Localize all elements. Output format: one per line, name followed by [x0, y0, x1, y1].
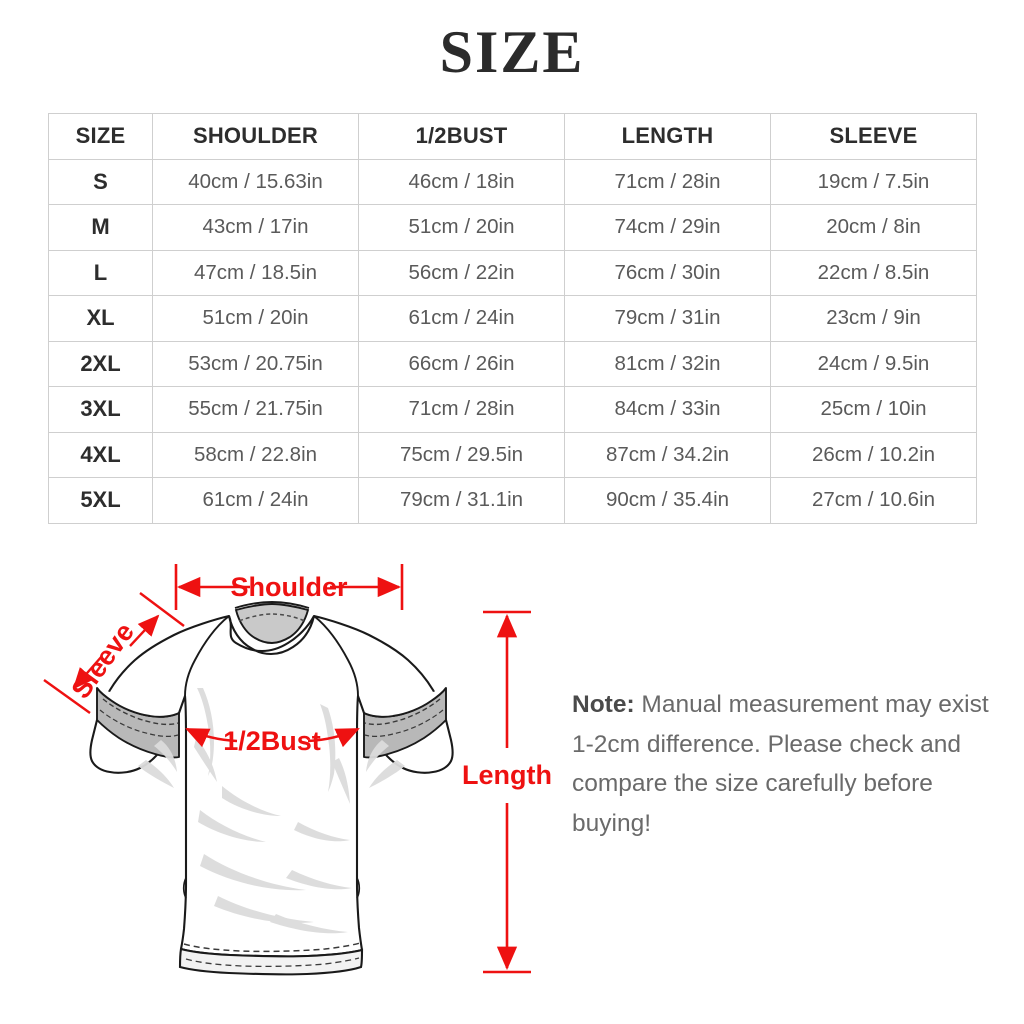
cell-bust: 79cm / 31.1in [358, 477, 565, 524]
shoulder-label: Shoulder [230, 572, 347, 602]
cell-length: 81cm / 32in [564, 340, 771, 387]
page-title: SIZE [439, 19, 585, 85]
table-row: 5XL 61cm / 24in 79cm / 31.1in 90cm / 35.… [48, 477, 977, 524]
cell-sleeve: 25cm / 10in [770, 386, 977, 433]
cell-length: 90cm / 35.4in [564, 477, 771, 524]
tshirt-diagram-svg: Shoulder Sleeve 1/2Bust Length [43, 564, 552, 976]
cell-shoulder: 47cm / 18.5in [152, 249, 359, 296]
cell-sleeve: 23cm / 9in [770, 295, 977, 342]
cell-sleeve: 22cm / 8.5in [770, 249, 977, 296]
table-header: SIZE SHOULDER 1/2BUST LENGTH SLEEVE [48, 113, 977, 160]
sleeve-cuff-left-edge [96, 687, 180, 718]
cell-length: 87cm / 34.2in [564, 431, 771, 478]
bottom-hem-stitch-2 [185, 957, 360, 968]
bottom-hem [178, 947, 364, 976]
cell-sleeve: 27cm / 10.6in [770, 477, 977, 524]
column-header-shoulder: SHOULDER [152, 113, 359, 160]
table-row: 3XL 55cm / 21.75in 71cm / 28in 84cm / 33… [48, 386, 977, 433]
cell-shoulder: 51cm / 20in [152, 295, 359, 342]
cell-size: XL [48, 295, 153, 342]
cell-shoulder: 55cm / 21.75in [152, 386, 359, 433]
cell-bust: 66cm / 26in [358, 340, 565, 387]
neck-band [234, 601, 310, 609]
cell-sleeve: 19cm / 7.5in [770, 158, 977, 205]
cell-size: 2XL [48, 340, 153, 387]
shoulder-seam-left [184, 615, 230, 697]
bust-arrow-left [185, 727, 238, 748]
cell-bust: 46cm / 18in [358, 158, 565, 205]
sleeve-arrow-down [72, 655, 103, 690]
table-row: L 47cm / 18.5in 56cm / 22in 76cm / 30in … [48, 249, 977, 296]
cell-shoulder: 58cm / 22.8in [152, 431, 359, 478]
cell-bust: 61cm / 24in [358, 295, 565, 342]
measurement-diagram: Shoulder Sleeve 1/2Bust Length [0, 548, 1024, 1024]
table-row: XL 51cm / 20in 61cm / 24in 79cm / 31in 2… [48, 295, 977, 342]
shoulder-seam-right [313, 615, 359, 697]
table-row: M 43cm / 17in 51cm / 20in 74cm / 29in 20… [48, 204, 977, 251]
cell-bust: 71cm / 28in [358, 386, 565, 433]
cell-sleeve: 26cm / 10.2in [770, 431, 977, 478]
sleeve-tick-lower [43, 679, 91, 714]
bust-label: 1/2Bust [223, 726, 321, 756]
collar-outer [227, 615, 316, 656]
cell-bust: 51cm / 20in [358, 204, 565, 251]
size-table: SIZE SHOULDER 1/2BUST LENGTH SLEEVE S 40… [48, 113, 977, 524]
length-label: Length [462, 760, 552, 790]
side-notch-left [182, 877, 187, 899]
fabric-shading [138, 688, 405, 934]
cell-size: 5XL [48, 477, 153, 524]
cell-shoulder: 40cm / 15.63in [152, 158, 359, 205]
column-header-size: SIZE [48, 113, 153, 160]
cell-sleeve: 24cm / 9.5in [770, 340, 977, 387]
collar-inner-back [234, 603, 310, 644]
cell-length: 79cm / 31in [564, 295, 771, 342]
cell-bust: 56cm / 22in [358, 249, 565, 296]
collar-stitch [238, 613, 306, 622]
column-header-sleeve: SLEEVE [770, 113, 977, 160]
cell-size: 4XL [48, 431, 153, 478]
sleeve-cuff-left-stitch [102, 698, 179, 726]
cell-length: 71cm / 28in [564, 158, 771, 205]
cell-shoulder: 53cm / 20.75in [152, 340, 359, 387]
note-label: Note: [572, 691, 635, 718]
bust-arrow-right [307, 727, 360, 748]
sleeve-cuff-right-edge [363, 687, 447, 718]
cell-size: 3XL [48, 386, 153, 433]
tshirt-outline [89, 614, 454, 958]
sleeve-cuff-right-stitch [364, 698, 441, 726]
cell-shoulder: 43cm / 17in [152, 204, 359, 251]
table-row: S 40cm / 15.63in 46cm / 18in 71cm / 28in… [48, 158, 977, 205]
cell-bust: 75cm / 29.5in [358, 431, 565, 478]
table-header-row: SIZE SHOULDER 1/2BUST LENGTH SLEEVE [48, 113, 977, 160]
sleeve-arrow-up [129, 614, 160, 647]
cell-length: 74cm / 29in [564, 204, 771, 251]
cell-shoulder: 61cm / 24in [152, 477, 359, 524]
column-header-length: LENGTH [564, 113, 771, 160]
cell-size: L [48, 249, 153, 296]
cell-size: M [48, 204, 153, 251]
table-row: 2XL 53cm / 20.75in 66cm / 26in 81cm / 32… [48, 340, 977, 387]
tshirt-illustration [89, 601, 454, 976]
size-table-container: SIZE SHOULDER 1/2BUST LENGTH SLEEVE S 40… [48, 113, 977, 524]
cell-length: 84cm / 33in [564, 386, 771, 433]
cell-length: 76cm / 30in [564, 249, 771, 296]
table-body: S 40cm / 15.63in 46cm / 18in 71cm / 28in… [48, 158, 977, 524]
table-row: 4XL 58cm / 22.8in 75cm / 29.5in 87cm / 3… [48, 431, 977, 478]
measurement-note: Note: Manual measurement may exist 1-2cm… [572, 685, 992, 844]
bottom-hem-stitch-1 [183, 942, 361, 953]
sleeve-tick-upper [139, 592, 185, 627]
cell-sleeve: 20cm / 8in [770, 204, 977, 251]
side-notch-right [356, 877, 361, 899]
column-header-bust: 1/2BUST [358, 113, 565, 160]
cell-size: S [48, 158, 153, 205]
note-text: Manual measurement may exist 1-2cm diffe… [572, 691, 989, 838]
